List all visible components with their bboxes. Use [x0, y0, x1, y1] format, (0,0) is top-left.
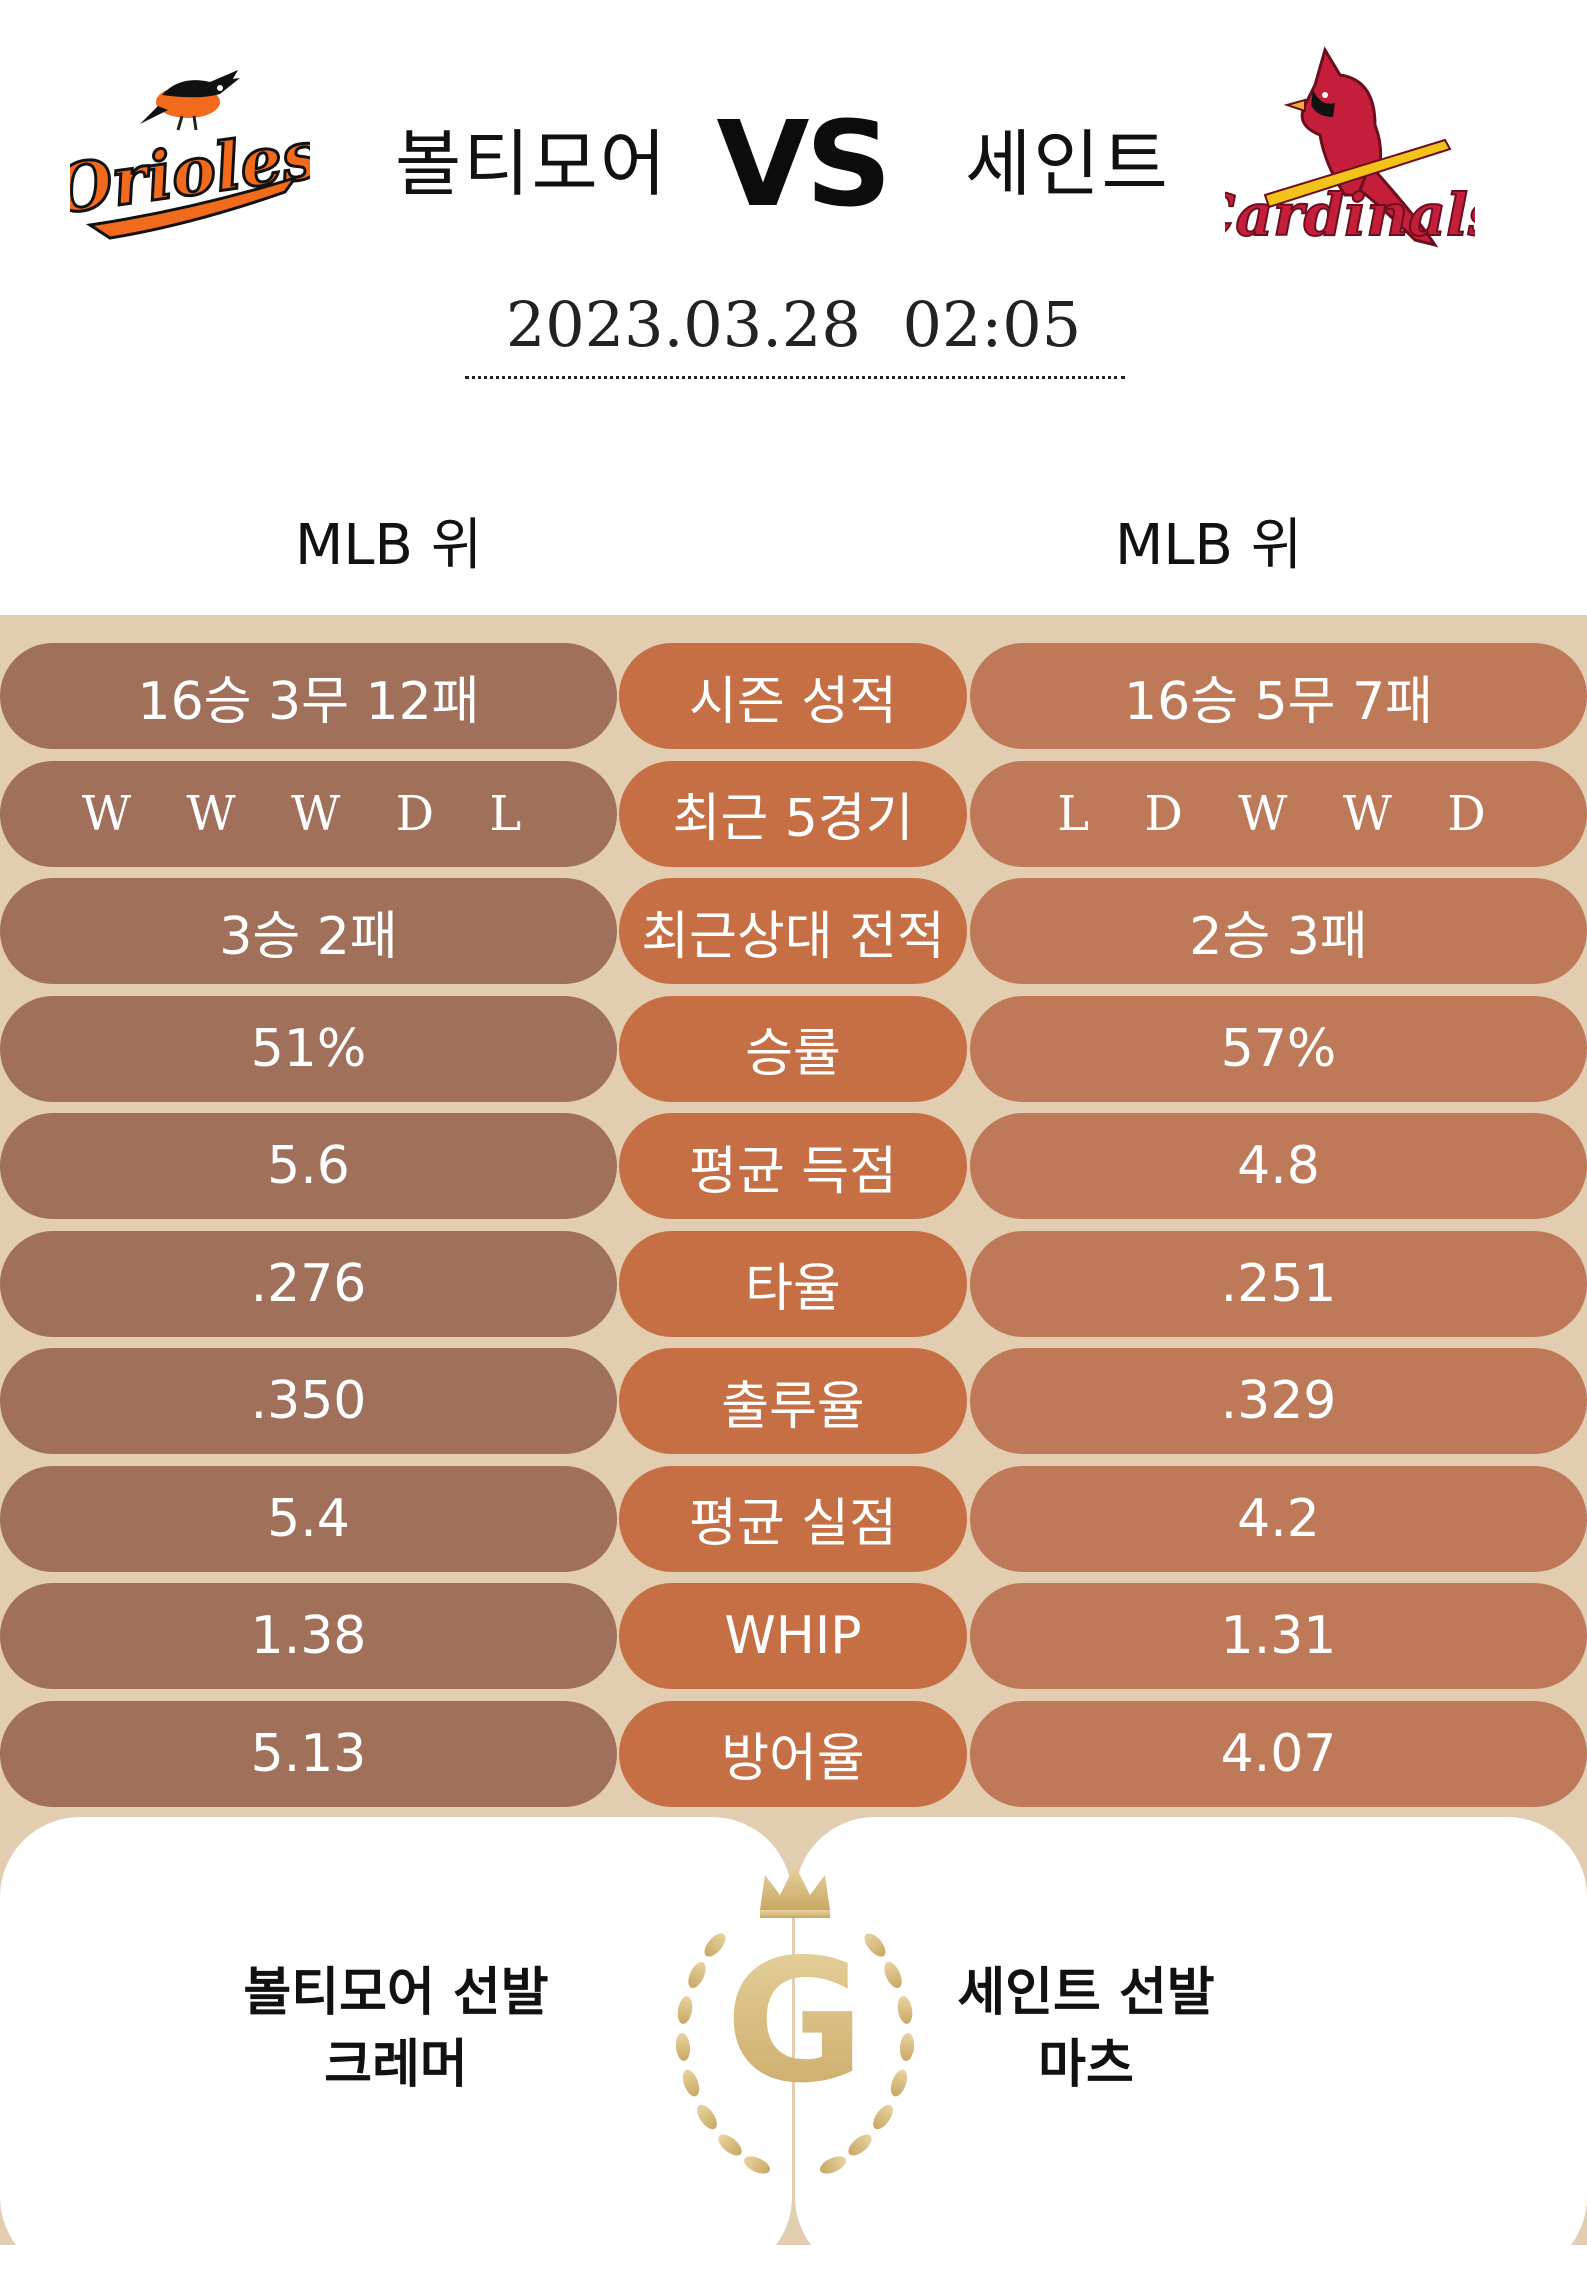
home-value: 51%	[0, 995, 617, 1102]
stat-row: 51% 승률 57%	[0, 995, 1587, 1102]
stat-label: 승률	[619, 995, 967, 1102]
stat-label: 타율	[619, 1230, 967, 1337]
stat-row: 16승 3무 12패 시즌 성적 16승 5무 7패	[0, 643, 1587, 749]
home-league-rank: MLB 위	[295, 513, 483, 578]
crown-laurel-emblem: G	[675, 1865, 915, 2174]
stat-row: 5.13 방어율 4.07	[0, 1700, 1587, 1807]
stat-label: 평균 득점	[619, 1113, 967, 1219]
stat-label: 평균 실점	[619, 1465, 967, 1572]
away-value: 4.07	[970, 1700, 1587, 1807]
home-pitcher-name: 크레머	[324, 2035, 468, 2095]
cardinals-logo: Cardinals	[1225, 46, 1475, 250]
stat-row: 1.38 WHIP 1.31	[0, 1583, 1587, 1689]
home-value: .350	[0, 1348, 617, 1454]
stat-label: 최근 5경기	[619, 760, 967, 867]
home-value: 5.4	[0, 1465, 617, 1572]
emblem-letter: G	[725, 1923, 865, 2121]
home-value: 5.6	[0, 1113, 617, 1219]
stat-row: .276 타율 .251	[0, 1230, 1587, 1337]
away-value: 4.2	[970, 1465, 1587, 1572]
stat-label: 출루율	[619, 1348, 967, 1454]
match-datetime: 2023.03.28 02:05	[505, 288, 1082, 361]
stat-row: .350 출루율 .329	[0, 1348, 1587, 1454]
home-value: 1.38	[0, 1583, 617, 1689]
away-value: L D W W D	[970, 760, 1587, 867]
away-value: 16승 5무 7패	[970, 643, 1587, 749]
home-pitcher-card: 볼티모어 선발 크레머	[0, 1817, 792, 2277]
away-value: .329	[970, 1348, 1587, 1454]
home-pitcher-block: 볼티모어 선발 크레머	[0, 1957, 977, 2101]
home-value: .276	[0, 1230, 617, 1337]
stat-row: W W W D L 최근 5경기 L D W W D	[0, 760, 1587, 867]
home-value: 3승 2패	[0, 878, 617, 984]
stat-label: 최근상대 전적	[619, 878, 967, 984]
away-pitcher-card: 세인트 선발 마츠	[795, 1817, 1587, 2277]
cardinals-logo-text: Cardinals	[1225, 181, 1475, 249]
away-pitcher-name: 마츠	[1038, 2035, 1134, 2095]
home-pitcher-title: 볼티모어 선발	[243, 1963, 549, 2023]
stat-label: 방어율	[619, 1700, 967, 1807]
home-value: W W W D L	[0, 760, 617, 867]
stat-row: 5.6 평균 득점 4.8	[0, 1113, 1587, 1219]
home-team-name: 볼티모어	[395, 122, 668, 206]
away-value: .251	[970, 1230, 1587, 1337]
away-value: 2승 3패	[970, 878, 1587, 984]
home-value: 16승 3무 12패	[0, 643, 617, 749]
away-value: 1.31	[970, 1583, 1587, 1689]
datetime-underline	[465, 376, 1125, 379]
away-value: 57%	[970, 995, 1587, 1102]
stat-row: 3승 2패 최근상대 전적 2승 3패	[0, 878, 1587, 984]
away-team-name: 세인트	[965, 122, 1170, 206]
stat-row: 5.4 평균 실점 4.2	[0, 1465, 1587, 1572]
home-value: 5.13	[0, 1700, 617, 1807]
match-header: Orioles 볼티모어 VS 세인트 Cardinals 2023.03.28…	[0, 0, 1587, 578]
vs-label: VS	[716, 95, 892, 233]
away-value: 4.8	[970, 1113, 1587, 1219]
orioles-logo: Orioles	[70, 70, 310, 240]
away-pitcher-block: 세인트 선발 마츠	[505, 1957, 1587, 2101]
away-pitcher-title: 세인트 선발	[957, 1963, 1215, 2023]
stat-label: 시즌 성적	[619, 643, 967, 749]
away-league-rank: MLB 위	[1115, 513, 1303, 578]
stat-label: WHIP	[619, 1583, 967, 1689]
